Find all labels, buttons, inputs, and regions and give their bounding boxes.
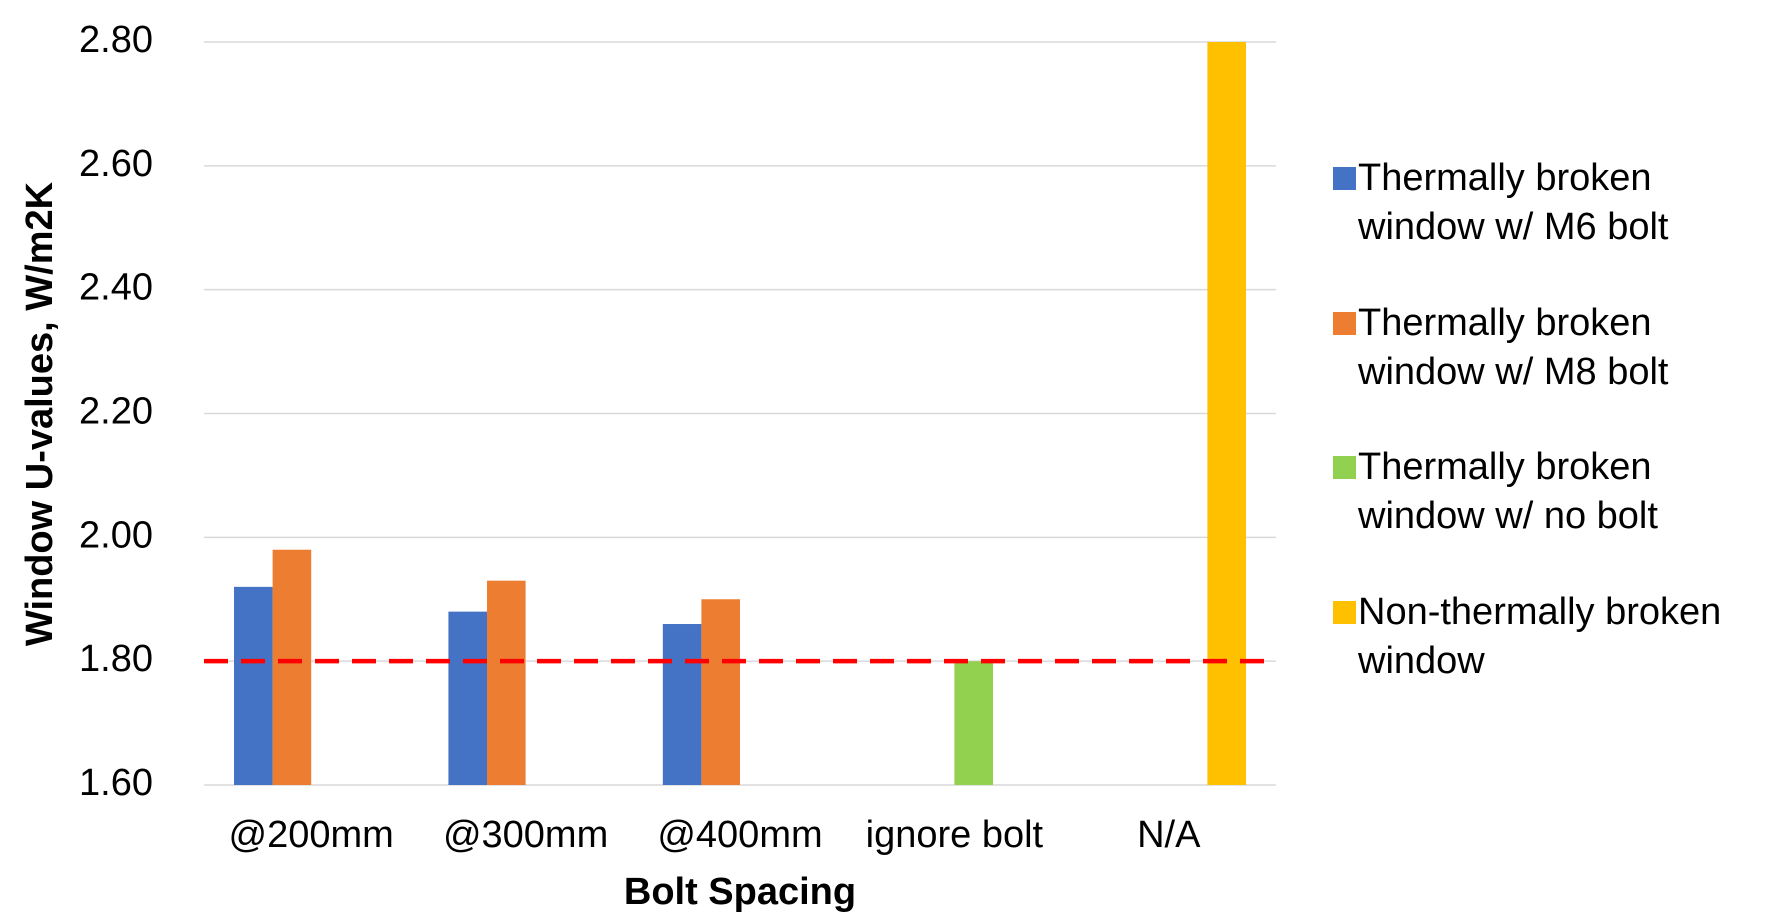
bar	[487, 580, 526, 785]
y-tick-label: 1.80	[79, 638, 153, 680]
y-axis-title: Window U-values, W/m2K	[19, 181, 61, 646]
x-tick-label: @200mm	[229, 814, 394, 856]
y-tick-label: 2.60	[79, 143, 153, 185]
legend-swatch	[1333, 600, 1356, 624]
x-axis-title: Bolt Spacing	[624, 871, 856, 913]
x-tick-label: @400mm	[657, 814, 822, 856]
legend-label: Thermally broken window w/ no bolt	[1358, 445, 1658, 537]
legend-label: Non-thermally broken window	[1358, 590, 1722, 682]
y-tick-label: 2.00	[79, 514, 153, 556]
bar	[701, 599, 740, 785]
y-tick-label: 2.80	[79, 19, 153, 61]
legend-label: Thermally broken window w/ M6 bolt	[1358, 156, 1669, 248]
bar	[234, 586, 273, 785]
bar	[954, 661, 993, 785]
y-tick-label: 2.40	[79, 267, 153, 309]
x-tick-label: ignore bolt	[866, 814, 1044, 856]
legend-swatch	[1333, 311, 1356, 335]
y-tick-label: 2.20	[79, 391, 153, 433]
x-tick-label: N/A	[1137, 814, 1201, 856]
y-tick-label: 1.60	[79, 762, 153, 804]
legend-swatch	[1333, 166, 1356, 190]
bar	[272, 549, 312, 785]
x-tick-label: @300mm	[443, 814, 608, 856]
bar	[1207, 42, 1246, 785]
legend-label: Thermally broken window w/ M8 bolt	[1358, 301, 1669, 393]
legend-swatch	[1333, 455, 1356, 479]
bar	[448, 611, 488, 785]
bar	[662, 624, 702, 785]
